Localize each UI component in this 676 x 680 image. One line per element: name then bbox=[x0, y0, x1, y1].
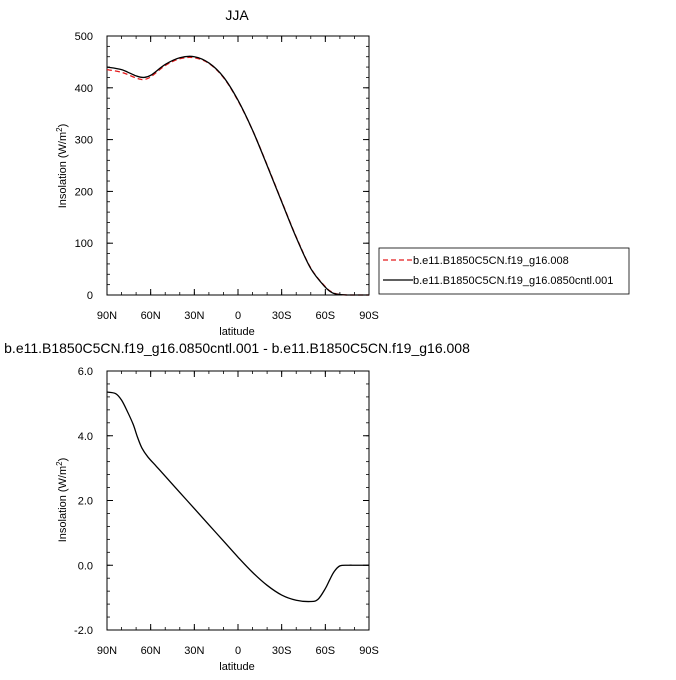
panel1-series-line-2 bbox=[106, 55, 369, 296]
panel1-y-tick-label: 200 bbox=[75, 186, 93, 198]
panel2-title: b.e11.B1850C5CN.f19_g16.0850cntl.001 - b… bbox=[4, 340, 470, 356]
panel1-title: JJA bbox=[225, 7, 249, 23]
panel1-x-tick-label: 60S bbox=[316, 310, 336, 322]
panel1-y-axis: 0 100 200 300 400 500 bbox=[75, 31, 369, 302]
panel1-y-tick-label: 100 bbox=[75, 238, 93, 250]
panel2-series-line-1 bbox=[106, 391, 369, 603]
panel1-y-tick-label: 400 bbox=[75, 83, 93, 95]
panel2-y-tick-label: 0.0 bbox=[78, 560, 93, 572]
panel2-y-axis: -2.0 0.0 2.0 4.0 6.0 bbox=[74, 366, 369, 637]
panel1-x-axis-title: latitude bbox=[219, 326, 254, 338]
panel2-x-tick-label: 0 bbox=[235, 645, 241, 657]
panel2-x-tick-label: 30S bbox=[272, 645, 292, 657]
panel2-y-tick-label: -2.0 bbox=[74, 625, 93, 637]
panel1-y-tick-label: 300 bbox=[75, 135, 93, 147]
panel2-plot-frame bbox=[106, 370, 370, 631]
panel2-x-axis-title: latitude bbox=[219, 661, 254, 673]
legend-box bbox=[378, 247, 630, 295]
panel1-x-tick-label: 90N bbox=[97, 310, 117, 322]
insolation-panel: JJA 0 100 200 300 400 500 90N 60N 30N 0 30S 60S 90S… bbox=[55, 7, 379, 338]
legend-label-series-2: b.e11.B1850C5CN.f19_g16.0850cntl.001 bbox=[413, 275, 613, 287]
panel2-x-tick-label: 60N bbox=[141, 645, 161, 657]
panel2-y-tick-label: 2.0 bbox=[78, 496, 93, 508]
panel1-plot-frame bbox=[106, 35, 370, 296]
legend: b.e11.B1850C5CN.f19_g16.008 b.e11.B1850C… bbox=[378, 247, 630, 295]
panel1-x-tick-label: 0 bbox=[235, 310, 241, 322]
panel1-x-axis: 90N 60N 30N 0 30S 60S 90S bbox=[97, 36, 379, 322]
panel2-y-tick-label: 6.0 bbox=[78, 366, 93, 378]
panel2-x-tick-label: 90N bbox=[97, 645, 117, 657]
panel1-y-axis-title: Insolation (W/m2) bbox=[55, 124, 69, 209]
panel2-x-tick-label: 30N bbox=[184, 645, 204, 657]
panel1-series bbox=[106, 55, 369, 296]
panel1-x-tick-label: 30S bbox=[272, 310, 292, 322]
panel2-y-tick-label: 4.0 bbox=[78, 431, 93, 443]
panel2-x-tick-label: 60S bbox=[316, 645, 336, 657]
panel1-y-tick-label: 0 bbox=[87, 290, 93, 302]
panel1-y-tick-label: 500 bbox=[75, 31, 93, 43]
panel2-series bbox=[106, 391, 369, 603]
difference-panel: b.e11.B1850C5CN.f19_g16.0850cntl.001 - b… bbox=[4, 340, 470, 673]
panel1-x-tick-label: 90S bbox=[359, 310, 379, 322]
panel2-x-axis: 90N 60N 30N 0 30S 60S 90S bbox=[97, 371, 379, 657]
legend-label-series-1: b.e11.B1850C5CN.f19_g16.008 bbox=[413, 255, 569, 267]
panel1-series-line-1 bbox=[106, 56, 369, 296]
panel2-x-tick-label: 90S bbox=[359, 645, 379, 657]
panel1-x-tick-label: 60N bbox=[141, 310, 161, 322]
panel1-x-tick-label: 30N bbox=[184, 310, 204, 322]
panel2-y-axis-title: Insolation (W/m2) bbox=[55, 458, 69, 543]
